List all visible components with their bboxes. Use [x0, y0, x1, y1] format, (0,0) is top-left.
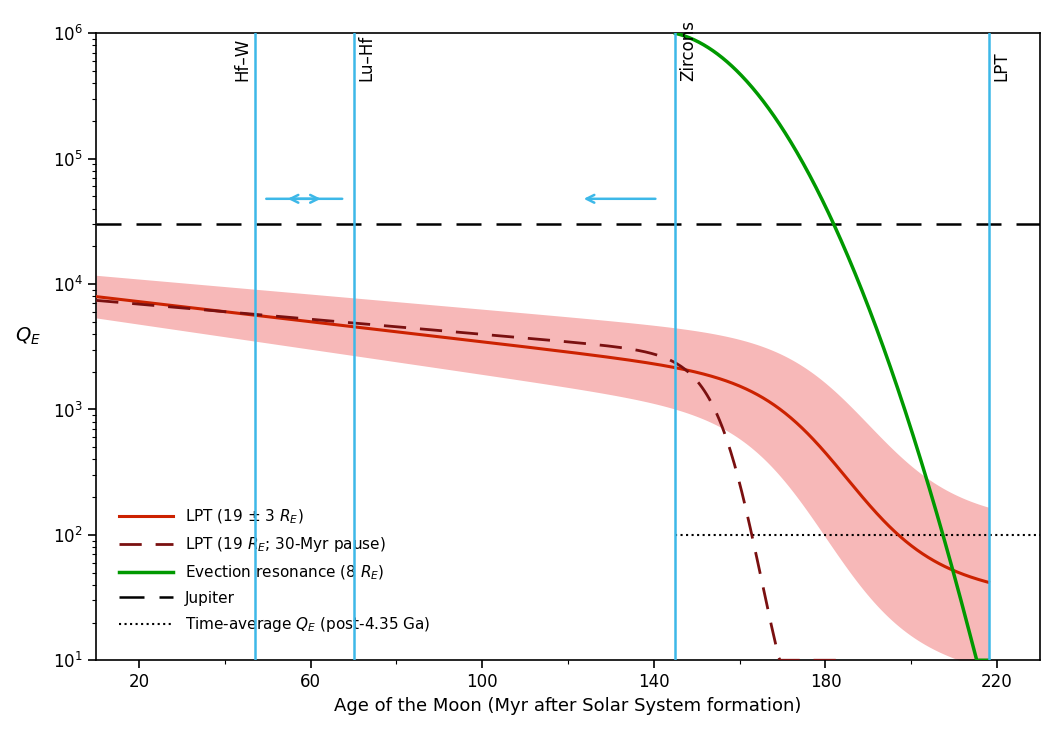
Text: Hf–W: Hf–W [233, 38, 251, 81]
Text: Lu–Hf: Lu–Hf [358, 35, 376, 81]
Text: LPT: LPT [993, 51, 1011, 81]
X-axis label: Age of the Moon (Myr after Solar System formation): Age of the Moon (Myr after Solar System … [334, 697, 802, 715]
Legend: LPT (19 ± 3 $R_E$), LPT (19 $R_E$; 30-Myr pause), Evection resonance (8 $R_E$), : LPT (19 ± 3 $R_E$), LPT (19 $R_E$; 30-My… [113, 502, 437, 640]
Y-axis label: $Q_E$: $Q_E$ [15, 326, 41, 347]
Text: Zircons: Zircons [679, 20, 697, 81]
